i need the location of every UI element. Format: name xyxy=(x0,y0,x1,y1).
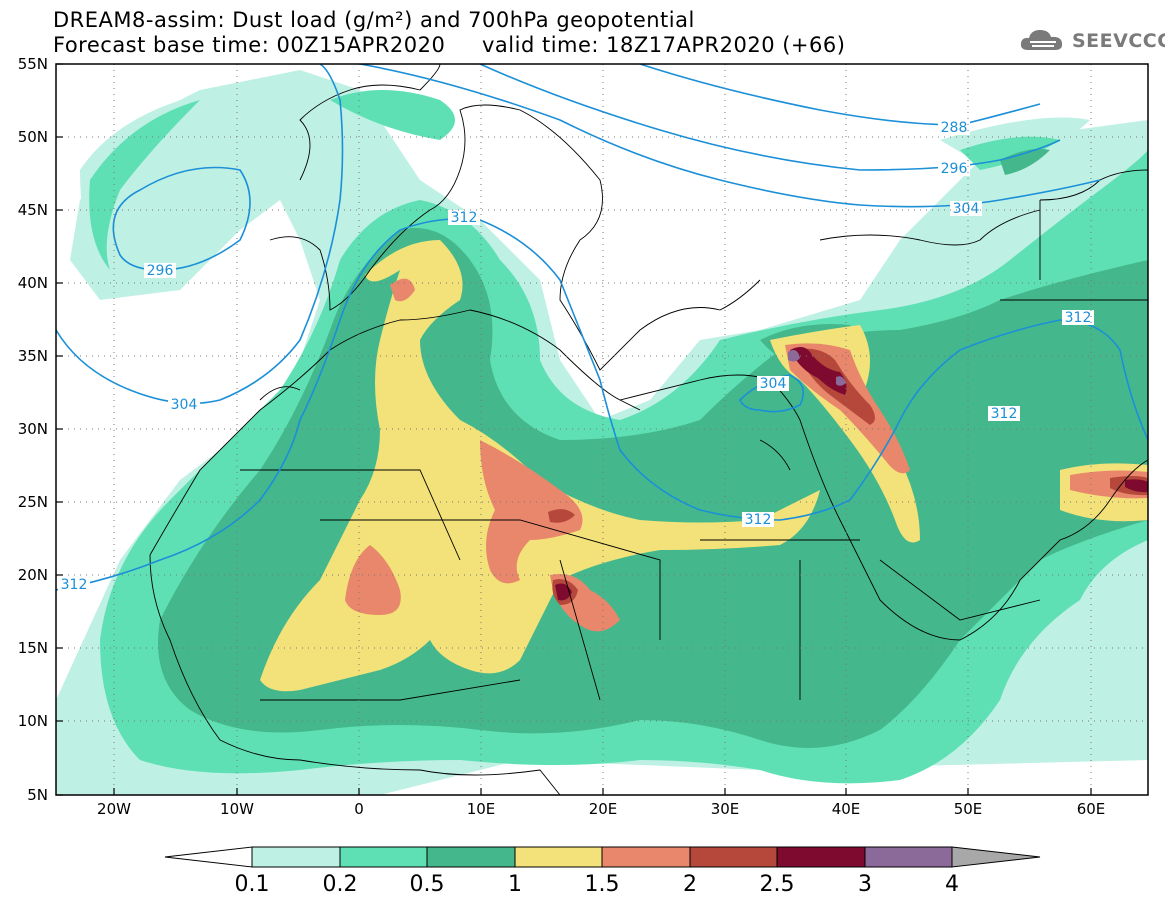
colorbar-segment xyxy=(776,846,866,868)
colorbar-label: 0.2 xyxy=(323,872,358,897)
colorbar-segment xyxy=(514,846,603,868)
contour-label: 296 xyxy=(147,263,174,279)
contour-label: 312 xyxy=(451,210,478,226)
lat-label: 55N xyxy=(18,55,48,73)
lat-label: 45N xyxy=(18,201,48,219)
colorbar-low-arrow xyxy=(164,846,253,868)
lon-label: 30E xyxy=(711,800,740,818)
contour-label: 312 xyxy=(991,406,1018,422)
colorbar-label: 3 xyxy=(858,872,872,897)
lat-label: 40N xyxy=(18,274,48,292)
colorbar-label: 4 xyxy=(945,872,959,897)
lon-label: 0 xyxy=(354,800,364,818)
colorbar-label: 1 xyxy=(508,872,522,897)
lat-label: 10N xyxy=(18,712,48,730)
colorbar-label: 2 xyxy=(683,872,697,897)
colorbar-segment xyxy=(864,846,953,868)
colorbar-label: 0.1 xyxy=(235,872,270,897)
contour-label: 304 xyxy=(953,201,980,217)
contour-labels: 288 296 304 296 312 304 312 312 304 312 … xyxy=(58,120,1094,593)
lon-label: 10W xyxy=(220,800,254,818)
contour-label: 312 xyxy=(745,512,772,528)
contour-label: 288 xyxy=(941,120,968,136)
lat-label: 5N xyxy=(27,786,48,804)
contour-label: 312 xyxy=(1065,310,1092,326)
colorbar-label: 1.5 xyxy=(585,872,620,897)
contour-label: 304 xyxy=(171,397,198,413)
lon-label: 20W xyxy=(97,800,131,818)
graticule xyxy=(56,64,1148,795)
colorbar-segment xyxy=(601,846,691,868)
valid-time: valid time: 18Z17APR2020 (+66) xyxy=(482,33,846,57)
colorbar-segment xyxy=(339,846,428,868)
lon-label: 10E xyxy=(467,800,496,818)
contour-label: 304 xyxy=(760,376,787,392)
lon-label: 40E xyxy=(832,800,861,818)
colorbar-label: 2.5 xyxy=(760,872,795,897)
lat-label: 30N xyxy=(18,420,48,438)
axis-ticks xyxy=(56,63,1092,796)
logo-text: SEEVCCC xyxy=(1072,30,1165,52)
lat-label: 20N xyxy=(18,566,48,584)
colorbar-label: 0.5 xyxy=(410,872,445,897)
lon-label: 50E xyxy=(954,800,983,818)
dust-shading xyxy=(56,70,1148,795)
map-title: DREAM8-assim: Dust load (g/m²) and 700hP… xyxy=(53,8,695,32)
colorbar-labels: 0.1 0.2 0.5 1 1.5 2 2.5 3 4 xyxy=(235,872,960,897)
seevccc-logo: SEEVCCC xyxy=(1018,24,1165,58)
colorbar-segment xyxy=(426,846,516,868)
lat-label: 15N xyxy=(18,639,48,657)
lat-label: 35N xyxy=(18,347,48,365)
forecast-base-time: Forecast base time: 00Z15APR2020 xyxy=(53,33,446,57)
lat-label: 50N xyxy=(18,128,48,146)
colorbar xyxy=(164,846,1041,868)
colorbar-segment xyxy=(251,846,341,868)
lat-label: 25N xyxy=(18,493,48,511)
colorbar-segment xyxy=(689,846,778,868)
contour-label: 312 xyxy=(61,577,88,593)
cloud-logo-icon xyxy=(1020,30,1063,50)
lon-label: 60E xyxy=(1077,800,1106,818)
latitude-labels: 55N 50N 45N 40N 35N 30N 25N 20N 15N 10N … xyxy=(18,55,48,804)
contour-label: 296 xyxy=(941,161,968,177)
colorbar-high-arrow xyxy=(951,846,1041,868)
lon-label: 20E xyxy=(589,800,618,818)
longitude-labels: 20W 10W 0 10E 20E 30E 40E 50E 60E xyxy=(97,800,1105,818)
